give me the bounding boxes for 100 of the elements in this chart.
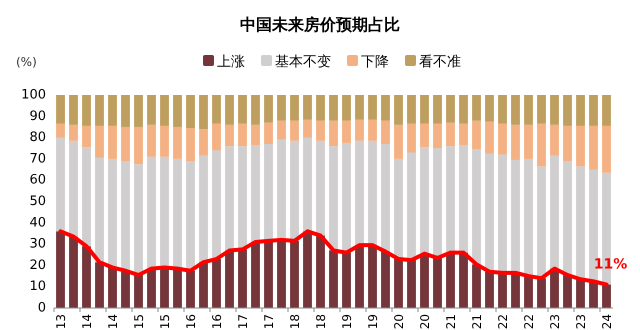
bar (485, 272, 494, 308)
bar (407, 124, 416, 153)
bar (303, 138, 312, 232)
bar (238, 249, 247, 308)
x-tick-label: 14 (106, 314, 120, 330)
bar (251, 242, 260, 308)
bar (290, 95, 299, 121)
bar (563, 95, 572, 126)
bar (355, 245, 364, 308)
x-tick-label: 20 (392, 314, 406, 330)
bar (69, 95, 78, 125)
x-tick-label: 22 (496, 314, 510, 330)
y-tick-label: 80 (29, 130, 46, 146)
annotation: 11% (594, 256, 628, 273)
bar (251, 145, 260, 242)
bar (160, 156, 169, 268)
bar (472, 264, 481, 308)
bar (82, 147, 91, 246)
bar (121, 95, 130, 127)
bar (576, 126, 585, 166)
bar (251, 124, 260, 146)
bar (199, 262, 208, 308)
bar (95, 95, 104, 126)
bar (134, 274, 143, 308)
x-tick-label: 23 (548, 314, 562, 330)
bar (511, 124, 520, 160)
bar (446, 122, 455, 146)
bar (498, 272, 507, 308)
bar (160, 126, 169, 157)
bar (498, 124, 507, 155)
bar (368, 95, 377, 120)
bar (212, 259, 221, 308)
bar (446, 146, 455, 253)
bar (537, 166, 546, 278)
bar (433, 124, 442, 148)
bar (485, 122, 494, 154)
bar (199, 95, 208, 130)
bar (199, 129, 208, 156)
bar (186, 128, 195, 162)
bar (472, 120, 481, 150)
bar (602, 126, 611, 173)
bar (264, 144, 273, 241)
bar (173, 268, 182, 308)
bar (446, 95, 455, 123)
bar (264, 95, 273, 123)
chart-title: 中国未来房价预期占比 (240, 15, 400, 34)
legend-label: 下降 (361, 54, 389, 70)
bar (147, 268, 156, 308)
x-tick-label: 22 (522, 314, 536, 330)
bar (394, 124, 403, 159)
bar (381, 95, 390, 121)
bar (95, 158, 104, 262)
x-tick-label: 20 (418, 314, 432, 330)
bar (550, 268, 559, 308)
bar (420, 147, 429, 254)
y-tick-label: 20 (29, 258, 46, 273)
bar (329, 95, 338, 121)
bar (459, 145, 468, 253)
bar (56, 124, 65, 138)
bar (212, 150, 221, 260)
bar (303, 231, 312, 308)
bar (69, 236, 78, 308)
bar (147, 124, 156, 157)
bar (173, 95, 182, 127)
y-tick-label: 70 (29, 151, 46, 166)
bar (472, 149, 481, 264)
bar (420, 254, 429, 308)
bar (329, 120, 338, 146)
x-tick-label: 18 (314, 314, 328, 330)
bar (186, 95, 195, 128)
y-axis-title: (%) (16, 55, 37, 69)
bar (511, 272, 520, 308)
bar (121, 270, 130, 308)
x-tick-label: 13 (54, 314, 68, 330)
bar (199, 156, 208, 262)
bar (316, 95, 325, 121)
bar (147, 95, 156, 125)
bar (563, 126, 572, 162)
bar (537, 95, 546, 124)
bar (238, 146, 247, 250)
bar (368, 119, 377, 141)
legend-label: 上涨 (217, 54, 245, 70)
bar (82, 95, 91, 126)
bar (316, 140, 325, 236)
bar (212, 124, 221, 150)
y-tick-label: 0 (38, 300, 46, 316)
bar (173, 158, 182, 269)
y-tick-label: 30 (29, 236, 46, 252)
bar (524, 158, 533, 276)
bar (355, 119, 364, 141)
bar (498, 95, 507, 124)
bar (433, 148, 442, 258)
bar (550, 95, 559, 125)
x-tick-label: 18 (288, 314, 302, 330)
x-tick-label: 21 (444, 314, 458, 330)
y-tick-label: 90 (29, 108, 46, 124)
bar (95, 126, 104, 158)
bar (56, 95, 65, 124)
bar (329, 250, 338, 308)
bar (459, 124, 468, 146)
